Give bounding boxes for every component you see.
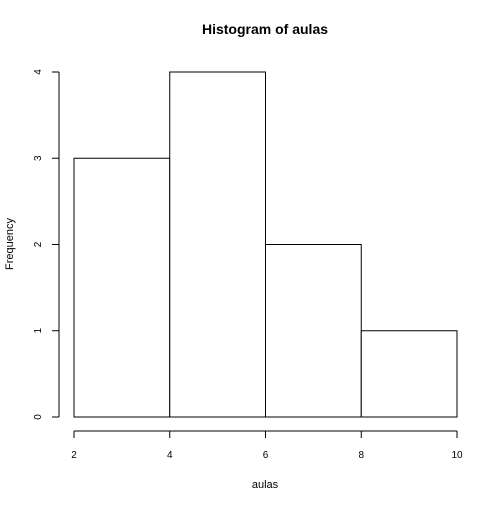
x-tick-label-0: 2 <box>71 450 77 461</box>
chart-title: Histogram of aulas <box>202 21 328 37</box>
x-axis: 2 4 6 8 10 <box>71 430 463 461</box>
x-tick-label-4: 10 <box>451 450 463 461</box>
y-axis-title: Frequency <box>4 218 16 270</box>
x-tick-label-1: 4 <box>167 450 173 461</box>
y-axis: 0 1 2 3 4 <box>33 69 60 420</box>
histogram-bar-2 <box>265 244 362 418</box>
x-axis-title: aulas <box>252 479 279 491</box>
y-tick-label-4: 4 <box>33 69 44 75</box>
histogram-bar-1 <box>169 71 266 418</box>
bars-group <box>73 71 458 418</box>
histogram-bar-0 <box>73 157 171 418</box>
x-tick-label-3: 8 <box>358 450 364 461</box>
y-tick-label-0: 0 <box>33 414 44 420</box>
x-tick-label-2: 6 <box>263 450 269 461</box>
y-tick-label-3: 3 <box>33 155 44 161</box>
y-tick-label-2: 2 <box>33 241 44 247</box>
y-tick-label-1: 1 <box>33 328 44 334</box>
histogram-bar-3 <box>360 330 458 418</box>
